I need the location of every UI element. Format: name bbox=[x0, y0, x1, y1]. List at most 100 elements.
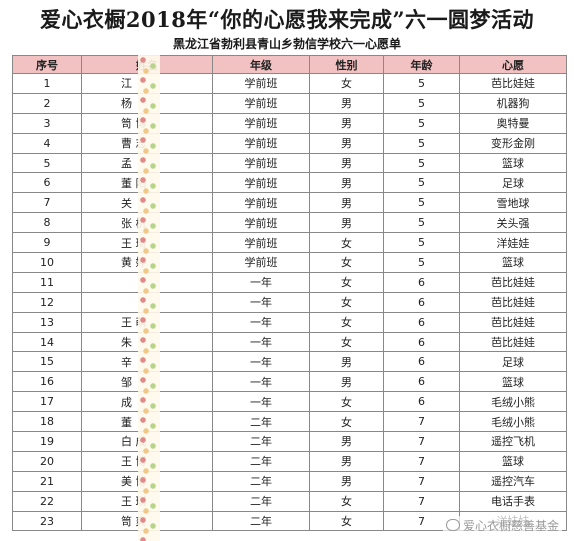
cell-number: 13 bbox=[12, 311, 82, 333]
cell-gender: 女 bbox=[309, 510, 384, 532]
cell-number: 18 bbox=[12, 411, 82, 433]
cell-number: 11 bbox=[12, 271, 82, 293]
cell-age: 7 bbox=[383, 411, 460, 433]
cell-age: 6 bbox=[383, 291, 460, 313]
cell-age: 5 bbox=[383, 252, 460, 273]
cell-wish: 篮球 bbox=[459, 371, 567, 393]
cell-grade: 一年 bbox=[212, 331, 310, 353]
cell-number: 10 bbox=[12, 252, 82, 273]
cell-gender: 女 bbox=[309, 411, 384, 433]
cell-gender: 男 bbox=[309, 450, 384, 472]
watermark: 爱心衣橱慈善基金 bbox=[442, 516, 562, 535]
cell-gender: 男 bbox=[309, 152, 384, 174]
table-row: 11 一年女 6 芭比娃娃 bbox=[12, 271, 567, 293]
cell-number: 16 bbox=[12, 371, 82, 393]
cell-grade: 二年 bbox=[212, 411, 310, 433]
cell-grade: 学前班 bbox=[212, 132, 310, 154]
cell-age: 7 bbox=[383, 450, 460, 472]
cell-gender: 男 bbox=[309, 351, 384, 373]
cell-age: 6 bbox=[383, 391, 460, 413]
cell-age: 7 bbox=[383, 510, 460, 532]
cell-grade: 二年 bbox=[212, 431, 310, 452]
cell-number: 5 bbox=[12, 152, 82, 174]
cell-number: 21 bbox=[12, 470, 82, 492]
table-row: 2 杨 学前班男 5 机器狗 bbox=[12, 92, 567, 114]
table-row: 17 成 一年女 6 毛绒小熊 bbox=[12, 391, 567, 413]
cell-age: 5 bbox=[383, 152, 460, 174]
cell-wish: 芭比娃娃 bbox=[459, 291, 567, 313]
cell-wish: 电话手表 bbox=[459, 490, 567, 512]
table-row: 12 一年女 6 芭比娃娃 bbox=[12, 291, 567, 313]
cell-number: 17 bbox=[12, 391, 82, 413]
cell-age: 6 bbox=[383, 351, 460, 373]
cell-wish: 足球 bbox=[459, 172, 567, 194]
cell-grade: 一年 bbox=[212, 271, 310, 293]
cell-number: 9 bbox=[12, 232, 82, 254]
table-row: 16 邹 一年男 6 篮球 bbox=[12, 371, 567, 393]
cell-age: 7 bbox=[383, 431, 460, 452]
cell-gender: 女 bbox=[309, 391, 384, 413]
col-header-number: 序号 bbox=[12, 55, 82, 74]
cell-number: 7 bbox=[12, 192, 82, 214]
table-row: 15 辛 一年男 6 足球 bbox=[12, 351, 567, 373]
col-header-wish: 心愿 bbox=[459, 55, 567, 74]
student-name: 辛 bbox=[121, 355, 132, 369]
cell-gender: 男 bbox=[309, 172, 384, 194]
cell-gender: 女 bbox=[309, 490, 384, 512]
cell-wish: 关头强 bbox=[459, 212, 567, 234]
cell-number: 20 bbox=[12, 450, 82, 472]
cell-grade: 学前班 bbox=[212, 152, 310, 174]
cell-gender: 女 bbox=[309, 271, 384, 293]
cell-grade: 学前班 bbox=[212, 192, 310, 214]
cell-gender: 男 bbox=[309, 431, 384, 452]
cell-grade: 一年 bbox=[212, 371, 310, 393]
cell-age: 6 bbox=[383, 371, 460, 393]
cell-number: 15 bbox=[12, 351, 82, 373]
cell-wish: 篮球 bbox=[459, 450, 567, 472]
student-name: 江 bbox=[121, 77, 132, 91]
cell-gender: 女 bbox=[309, 291, 384, 313]
table-row: 10 黄 婷学前班女 5 篮球 bbox=[12, 252, 567, 273]
cell-number: 6 bbox=[12, 172, 82, 194]
cell-number: 2 bbox=[12, 92, 82, 114]
cell-number: 4 bbox=[12, 132, 82, 154]
cell-grade: 一年 bbox=[212, 351, 310, 373]
cell-age: 6 bbox=[383, 331, 460, 353]
cell-grade: 二年 bbox=[212, 510, 310, 532]
cell-grade: 学前班 bbox=[212, 172, 310, 194]
student-name: 邹 bbox=[121, 375, 132, 389]
wish-table: 序号 姓名 年级 性别 年龄 心愿 1江学前班女5芭比娃娃2杨学前班男5机器狗3… bbox=[12, 55, 567, 532]
cell-wish: 机器狗 bbox=[459, 92, 567, 114]
cell-age: 5 bbox=[383, 112, 460, 134]
cell-wish: 雪地球 bbox=[459, 192, 567, 214]
student-name: 杨 bbox=[121, 97, 132, 111]
cell-grade: 一年 bbox=[212, 391, 310, 413]
table-row: 22 王 琪二年女 7 电话手表 bbox=[12, 490, 567, 512]
cell-gender: 男 bbox=[309, 132, 384, 154]
cell-age: 6 bbox=[383, 311, 460, 333]
cell-number: 19 bbox=[12, 431, 82, 452]
student-name: 孟 bbox=[121, 157, 132, 170]
cell-number: 12 bbox=[12, 291, 82, 313]
cell-gender: 男 bbox=[309, 192, 384, 214]
col-header-gender: 性别 bbox=[309, 55, 384, 74]
cell-gender: 女 bbox=[309, 311, 384, 333]
table-row: 7 关 学前班男 5 雪地球 bbox=[12, 192, 567, 214]
student-name: 朱 bbox=[121, 336, 132, 350]
cell-gender: 女 bbox=[309, 252, 384, 273]
cell-gender: 女 bbox=[309, 232, 384, 254]
cell-gender: 男 bbox=[309, 470, 384, 492]
cell-wish: 足球 bbox=[459, 351, 567, 373]
cell-grade: 学前班 bbox=[212, 252, 310, 273]
table-row: 1 江 学前班女 5 芭比娃娃 bbox=[12, 73, 567, 94]
cell-number: 22 bbox=[12, 490, 82, 512]
table-row: 18 董 二年女 7 毛绒小熊 bbox=[12, 411, 567, 433]
cell-gender: 男 bbox=[309, 212, 384, 234]
cell-grade: 一年 bbox=[212, 311, 310, 333]
cell-wish: 芭比娃娃 bbox=[459, 331, 567, 353]
cell-age: 5 bbox=[383, 132, 460, 154]
cell-number: 3 bbox=[12, 112, 82, 134]
